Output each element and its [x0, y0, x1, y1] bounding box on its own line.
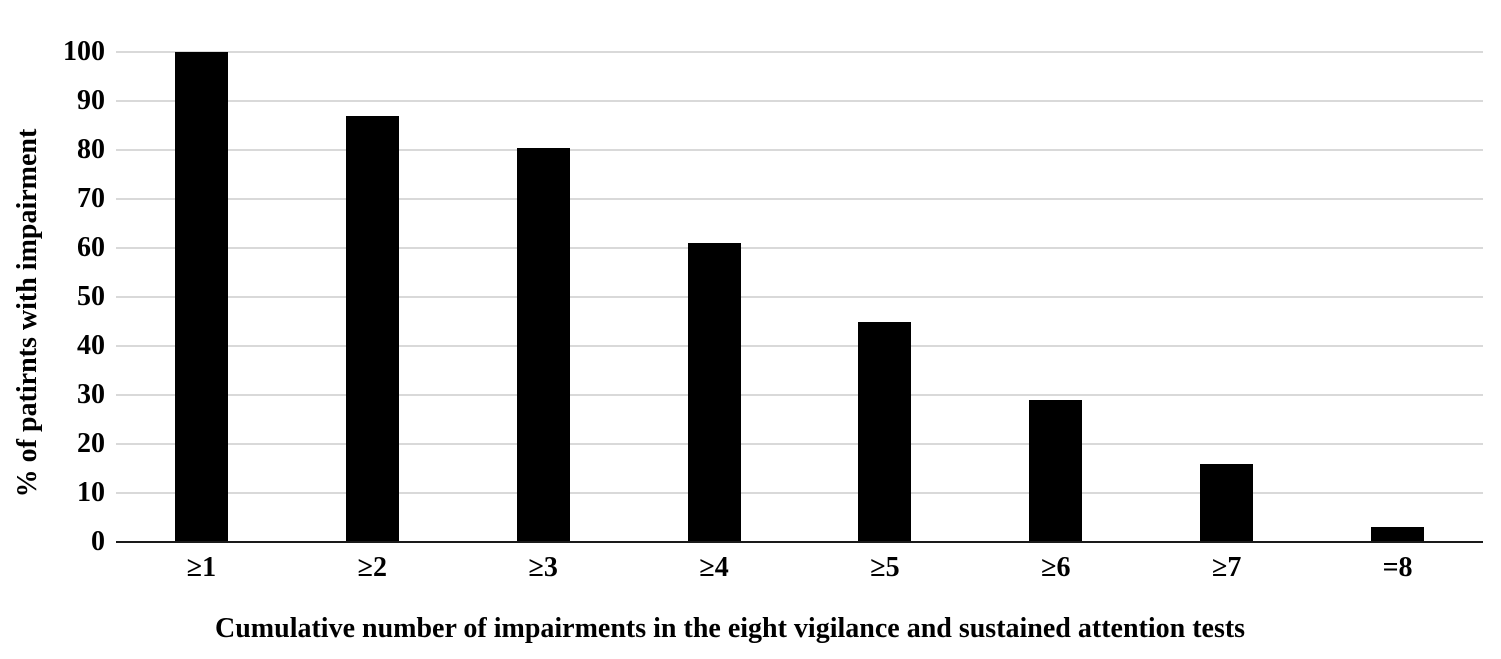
- x-axis-title: Cumulative number of impairments in the …: [215, 613, 1246, 644]
- y-tick-label: 20: [77, 428, 105, 459]
- gridline: [116, 247, 1483, 249]
- x-axis-line: [116, 541, 1483, 543]
- x-tick-label: ≥3: [528, 552, 558, 583]
- x-tick-label: ≥5: [870, 552, 900, 583]
- y-tick-label: 60: [77, 232, 105, 263]
- y-tick-label: 40: [77, 330, 105, 361]
- y-tick-label: 30: [77, 379, 105, 410]
- bar: [858, 321, 912, 542]
- gridline: [116, 443, 1483, 445]
- x-tick-label: =8: [1382, 552, 1413, 583]
- x-tick-label: ≥7: [1212, 552, 1242, 583]
- gridline: [116, 149, 1483, 151]
- gridline: [116, 100, 1483, 102]
- bar: [516, 147, 570, 542]
- y-tick-label: 10: [77, 477, 105, 508]
- x-tick-label: ≥1: [186, 552, 217, 583]
- bar: [687, 243, 741, 542]
- y-tick-label: 90: [77, 85, 105, 116]
- x-tick-label: ≥2: [357, 552, 387, 583]
- y-tick-label: 80: [77, 134, 105, 165]
- y-tick-label: 100: [63, 36, 105, 67]
- y-tick-label: 50: [77, 281, 105, 312]
- gridline: [116, 296, 1483, 298]
- y-tick-label: 0: [91, 526, 105, 557]
- gridline: [116, 492, 1483, 494]
- y-tick-label: 70: [77, 183, 105, 214]
- gridline: [116, 198, 1483, 200]
- plot-area: [116, 51, 1483, 543]
- bar: [1200, 463, 1254, 542]
- x-tick-label: ≥4: [699, 552, 729, 583]
- bar: [1029, 399, 1083, 542]
- bar: [1371, 527, 1425, 542]
- gridline: [116, 345, 1483, 347]
- bar: [174, 52, 228, 542]
- gridline: [116, 394, 1483, 396]
- gridline: [116, 51, 1483, 53]
- bar: [345, 115, 399, 542]
- x-tick-label: ≥6: [1041, 552, 1071, 583]
